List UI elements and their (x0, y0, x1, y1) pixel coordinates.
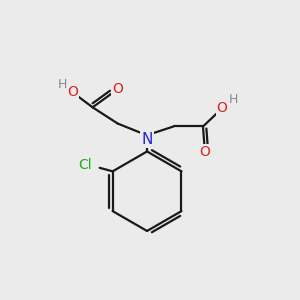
Text: O: O (112, 82, 123, 96)
Text: O: O (217, 100, 228, 115)
Text: O: O (199, 146, 210, 159)
Text: N: N (141, 132, 153, 147)
Text: H: H (58, 78, 67, 91)
Text: Cl: Cl (78, 158, 92, 172)
Text: H: H (229, 93, 239, 106)
Text: O: O (67, 85, 78, 99)
